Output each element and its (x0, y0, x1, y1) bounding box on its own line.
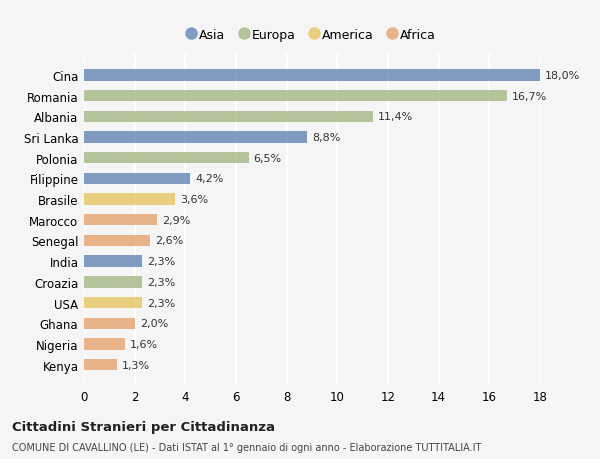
Bar (84, 215, 157, 226)
Text: 18,0%: 18,0% (545, 71, 580, 81)
Bar (84, 318, 134, 329)
Text: 4,2%: 4,2% (196, 174, 224, 184)
Bar (84, 194, 175, 205)
Text: 2,3%: 2,3% (148, 277, 176, 287)
Text: 8,8%: 8,8% (312, 133, 340, 143)
Bar (84, 112, 373, 123)
Bar (84, 235, 150, 246)
Text: 2,3%: 2,3% (148, 257, 176, 267)
Text: 2,0%: 2,0% (140, 319, 168, 329)
Bar (84, 70, 540, 81)
Text: 3,6%: 3,6% (180, 195, 208, 205)
Bar (84, 297, 142, 308)
Text: 11,4%: 11,4% (378, 112, 413, 122)
Text: 6,5%: 6,5% (254, 153, 282, 163)
Text: Cittadini Stranieri per Cittadinanza: Cittadini Stranieri per Cittadinanza (12, 420, 275, 433)
Text: 2,9%: 2,9% (163, 215, 191, 225)
Text: 2,6%: 2,6% (155, 236, 183, 246)
Text: 1,3%: 1,3% (122, 360, 150, 370)
Text: 16,7%: 16,7% (512, 91, 547, 101)
Text: 1,6%: 1,6% (130, 339, 158, 349)
Bar (84, 91, 507, 102)
Bar (84, 359, 117, 370)
Text: COMUNE DI CAVALLINO (LE) - Dati ISTAT al 1° gennaio di ogni anno - Elaborazione : COMUNE DI CAVALLINO (LE) - Dati ISTAT al… (12, 442, 481, 452)
Bar (84, 153, 248, 164)
Bar (84, 277, 142, 288)
Text: 2,3%: 2,3% (148, 298, 176, 308)
Bar (84, 132, 307, 143)
Legend: Asia, Europa, America, Africa: Asia, Europa, America, Africa (184, 25, 440, 45)
Bar (84, 339, 125, 350)
Bar (84, 174, 190, 185)
Bar (84, 256, 142, 267)
